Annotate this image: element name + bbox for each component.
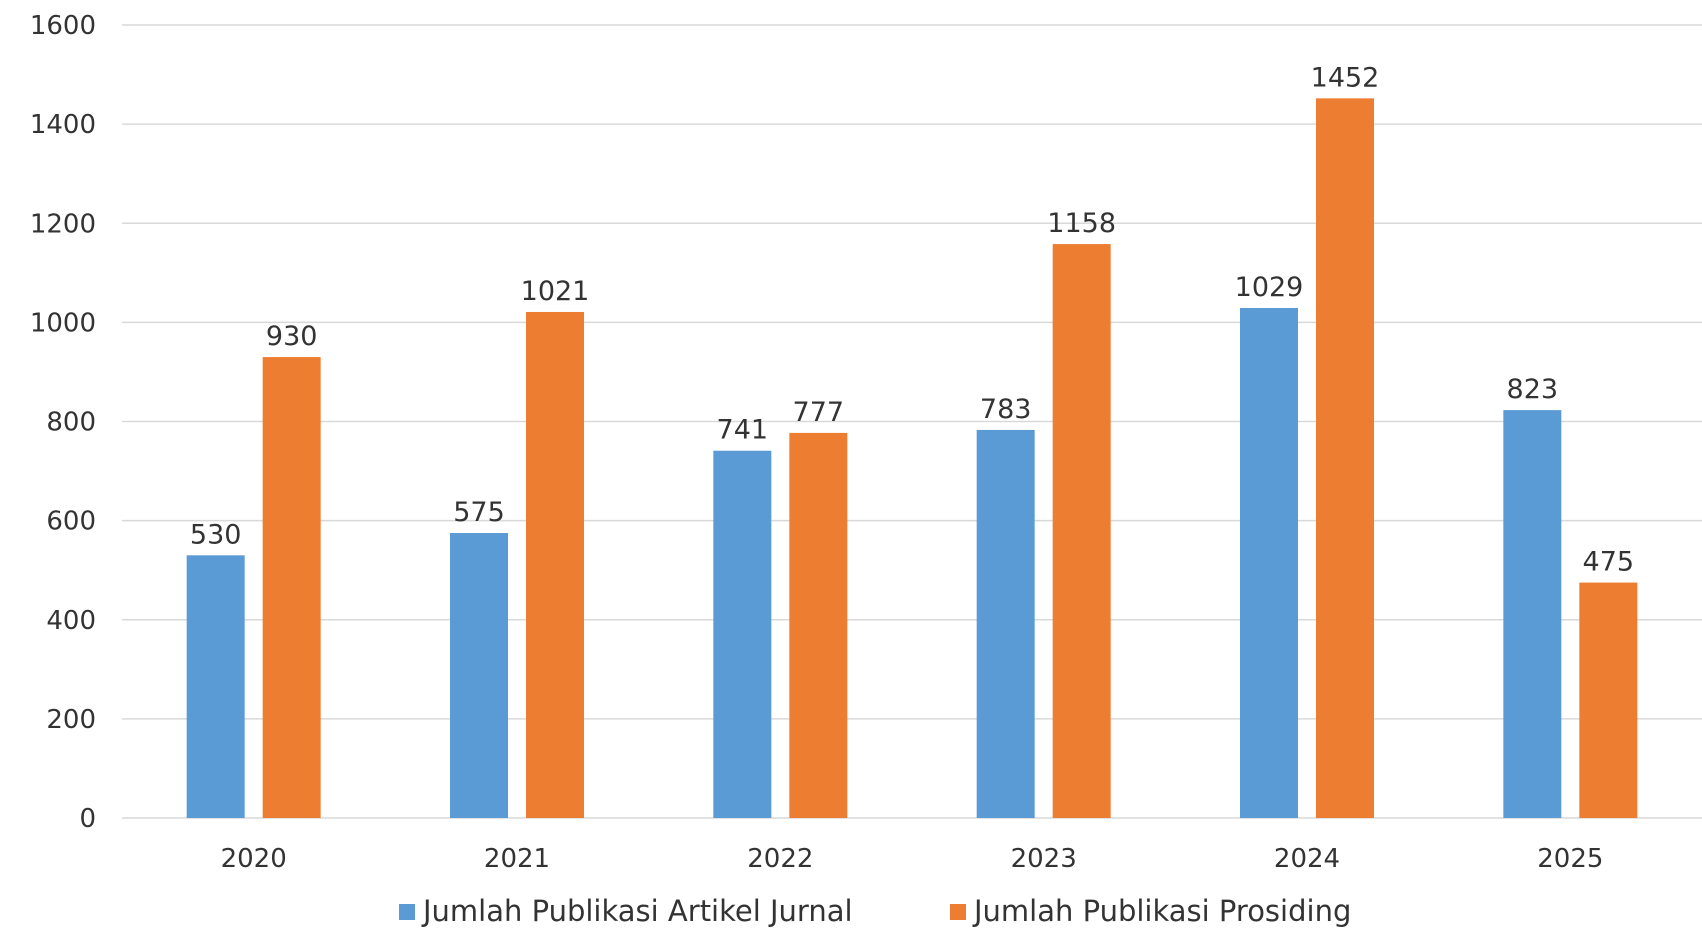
gridlines <box>122 24 1702 819</box>
bars <box>186 98 1638 819</box>
y-tick-label: 400 <box>46 606 96 636</box>
bar-prosiding-2021 <box>526 311 584 818</box>
legend-label: Jumlah Publikasi Prosiding <box>972 894 1351 928</box>
legend: Jumlah Publikasi Artikel Jurnal Jumlah Pu… <box>399 894 1351 928</box>
y-tick-label: 1000 <box>30 308 96 338</box>
bar-jurnal-2022 <box>713 450 772 818</box>
bar-prosiding-2025 <box>1579 582 1638 818</box>
x-category-label: 2025 <box>1537 844 1603 874</box>
x-category-label: 2021 <box>484 844 550 874</box>
data-label: 741 <box>717 415 769 446</box>
y-axis-ticks: 0 200 400 600 800 1000 1200 1400 1600 <box>30 11 96 834</box>
x-category-label: 2022 <box>747 844 813 874</box>
legend-swatch <box>950 904 966 920</box>
bar-prosiding-2024 <box>1316 98 1374 819</box>
x-category-label: 2020 <box>221 844 287 874</box>
data-label: 475 <box>1583 547 1635 578</box>
data-label: 530 <box>190 519 242 550</box>
data-label: 1158 <box>1047 208 1116 239</box>
bar-jurnal-2024 <box>1240 308 1298 818</box>
data-label: 930 <box>266 321 318 352</box>
data-label: 1021 <box>521 276 590 307</box>
data-label: 783 <box>980 394 1032 425</box>
x-category-label: 2024 <box>1274 844 1340 874</box>
bar-prosiding-2022 <box>789 432 848 818</box>
bar-prosiding-2023 <box>1052 244 1111 818</box>
y-tick-label: 0 <box>79 804 96 834</box>
y-tick-label: 600 <box>46 507 96 537</box>
data-label: 823 <box>1507 374 1559 405</box>
y-tick-label: 800 <box>46 408 96 438</box>
x-axis-categories: 2020 2021 2022 2023 2024 2025 <box>221 844 1604 874</box>
bar-jurnal-2023 <box>976 429 1035 818</box>
data-label: 1452 <box>1311 62 1380 93</box>
data-label: 777 <box>793 397 845 428</box>
y-tick-label: 1200 <box>30 209 96 239</box>
y-tick-label: 1600 <box>30 11 96 41</box>
bar-jurnal-2020 <box>186 555 245 818</box>
y-tick-label: 1400 <box>30 110 96 140</box>
bar-jurnal-2025 <box>1503 410 1562 818</box>
x-category-label: 2023 <box>1011 844 1077 874</box>
y-tick-label: 200 <box>46 705 96 735</box>
bar-jurnal-2021 <box>450 533 508 818</box>
data-label: 575 <box>453 497 505 528</box>
bar-prosiding-2020 <box>262 357 321 818</box>
legend-label: Jumlah Publikasi Artikel Jurnal <box>421 894 853 928</box>
data-labels: 530 930 575 1021 741 777 783 1158 1029 1452 823 475 <box>190 62 1634 577</box>
legend-swatch <box>399 904 415 920</box>
data-label: 1029 <box>1235 272 1304 303</box>
